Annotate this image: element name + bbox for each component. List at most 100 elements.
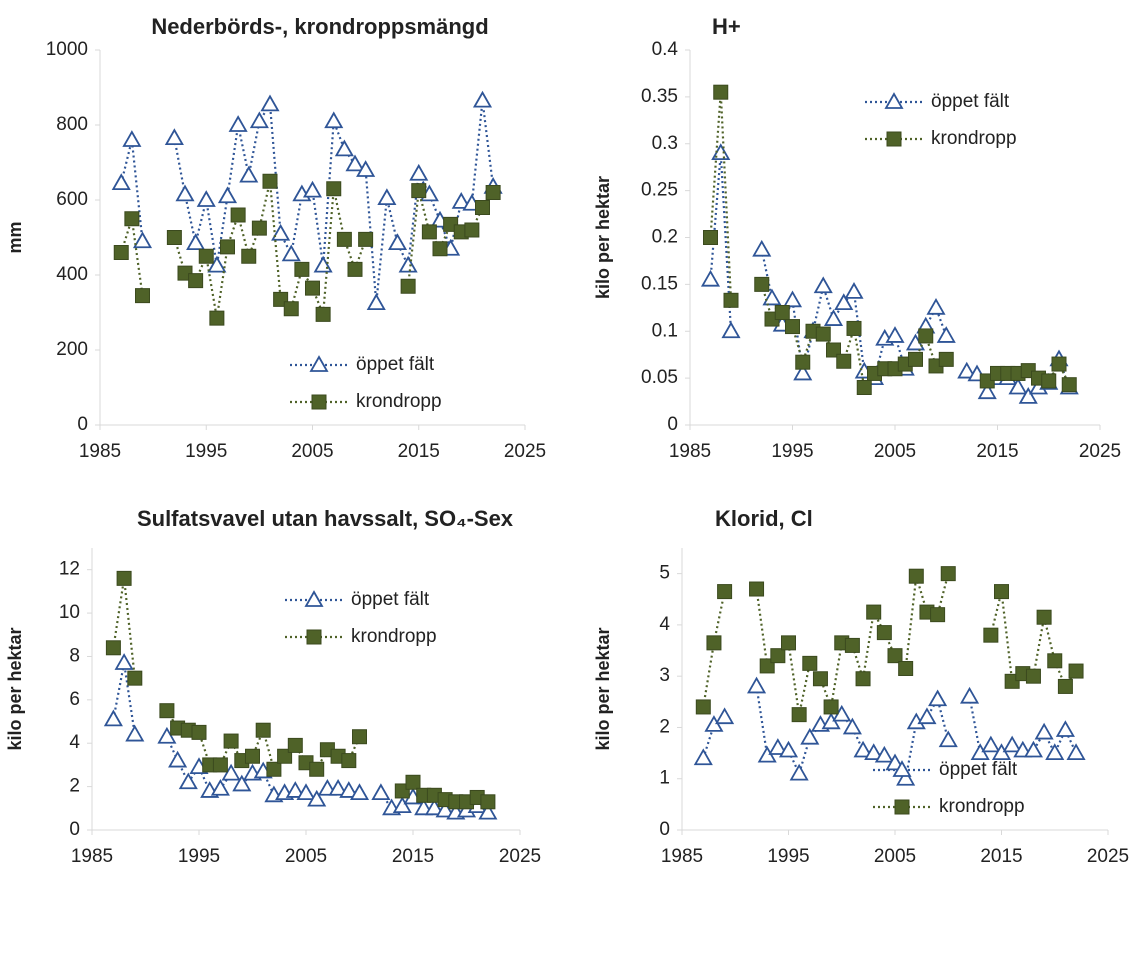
x-tick-label: 2015 xyxy=(976,441,1018,462)
data-point xyxy=(207,255,227,273)
data-point xyxy=(315,306,331,322)
data-point xyxy=(209,310,225,326)
data-point xyxy=(283,301,299,317)
data-point xyxy=(239,165,259,183)
data-point xyxy=(855,671,871,687)
legend-marker xyxy=(886,131,902,147)
data-point xyxy=(260,94,280,112)
data-point xyxy=(1055,720,1075,737)
data-point xyxy=(464,222,480,238)
data-point xyxy=(791,707,807,723)
data-point xyxy=(938,730,958,748)
data-point xyxy=(770,648,786,664)
data-point xyxy=(432,241,448,257)
data-point xyxy=(377,188,397,206)
data-point xyxy=(305,280,320,296)
data-point xyxy=(928,689,948,707)
data-point xyxy=(1068,663,1084,679)
y-tick-label: 0 xyxy=(77,414,88,435)
x-tick-label: 2025 xyxy=(1087,846,1129,867)
legend-label: öppet fält xyxy=(931,91,1010,112)
x-tick-label: 1995 xyxy=(178,846,220,867)
data-point xyxy=(221,763,241,781)
x-tick-label: 2025 xyxy=(504,441,546,462)
data-point xyxy=(485,185,501,200)
y-axis-label: kilo per hektar xyxy=(5,627,25,750)
data-point xyxy=(856,380,872,395)
legend-label: öppet fält xyxy=(351,589,430,610)
data-point xyxy=(713,84,729,100)
x-tick-label: 2005 xyxy=(285,846,327,867)
data-point xyxy=(876,625,892,641)
chart-title: Sulfatsvavel utan havssalt, SO₄-Sex xyxy=(137,506,514,531)
legend-label: krondropp xyxy=(351,626,437,647)
chart-panel: H+ kilo per hektar 0 0.05 0.1 0.15 0.2 0.25 0.3 0… xyxy=(593,14,1121,462)
chart-title: Nederbörds-, krondroppsmängd xyxy=(151,14,488,39)
data-point xyxy=(358,231,374,247)
data-point xyxy=(409,163,429,181)
x-tick-label: 2015 xyxy=(398,441,440,462)
data-point xyxy=(405,774,421,790)
data-point xyxy=(132,231,153,249)
series-line xyxy=(709,153,1071,399)
data-point xyxy=(349,783,370,801)
y-tick-label: 0 xyxy=(659,819,670,840)
legend-label: krondropp xyxy=(931,128,1017,149)
data-point xyxy=(908,568,924,584)
y-axis-label: kilo per hektar xyxy=(593,176,613,299)
data-point xyxy=(703,230,718,245)
data-point xyxy=(352,729,367,745)
y-tick-label: 0 xyxy=(667,414,678,435)
data-point xyxy=(782,290,803,308)
data-point xyxy=(1034,722,1054,740)
data-point xyxy=(400,278,416,294)
series-line xyxy=(702,573,1077,715)
data-point xyxy=(249,111,269,129)
chart-title: H+ xyxy=(712,14,741,39)
data-point xyxy=(706,635,722,651)
y-tick-label: 8 xyxy=(69,645,80,666)
data-point xyxy=(334,139,354,157)
data-point xyxy=(842,717,862,735)
data-point xyxy=(435,800,455,818)
data-point xyxy=(994,584,1009,600)
y-axis-label: mm xyxy=(5,221,25,253)
data-point xyxy=(398,255,418,273)
chart-panel: Nederbörds-, krondroppsmängd mm 0 200 400 600… xyxy=(5,14,546,462)
data-point xyxy=(1061,377,1077,393)
data-point xyxy=(122,130,142,147)
data-point xyxy=(1002,735,1022,753)
data-point xyxy=(347,261,363,277)
x-tick-label: 2015 xyxy=(392,846,434,867)
data-point xyxy=(111,173,131,191)
x-tick-label: 2015 xyxy=(980,846,1022,867)
data-point xyxy=(281,244,301,262)
data-point xyxy=(220,239,235,255)
data-point xyxy=(116,570,132,586)
data-point xyxy=(917,707,937,725)
data-point xyxy=(754,276,770,292)
x-tick-label: 2025 xyxy=(1079,441,1121,462)
legend-marker xyxy=(311,394,327,410)
data-point xyxy=(387,233,408,251)
data-point xyxy=(874,745,894,763)
data-point xyxy=(1041,373,1057,389)
y-tick-label: 0.15 xyxy=(641,273,678,294)
data-point xyxy=(715,707,735,725)
x-tick-label: 1995 xyxy=(185,441,227,462)
x-tick-label: 2025 xyxy=(499,846,541,867)
data-point xyxy=(339,781,359,798)
y-tick-label: 0.1 xyxy=(652,320,678,341)
data-point xyxy=(898,660,914,676)
data-point xyxy=(778,740,799,758)
legend-label: öppet fält xyxy=(356,354,435,375)
data-point xyxy=(127,670,143,686)
data-point xyxy=(411,183,427,199)
data-point xyxy=(815,326,831,342)
data-point xyxy=(1018,387,1038,404)
x-tick-label: 1985 xyxy=(79,441,121,462)
legend-label: öppet fält xyxy=(939,759,1018,780)
data-point xyxy=(251,220,267,236)
